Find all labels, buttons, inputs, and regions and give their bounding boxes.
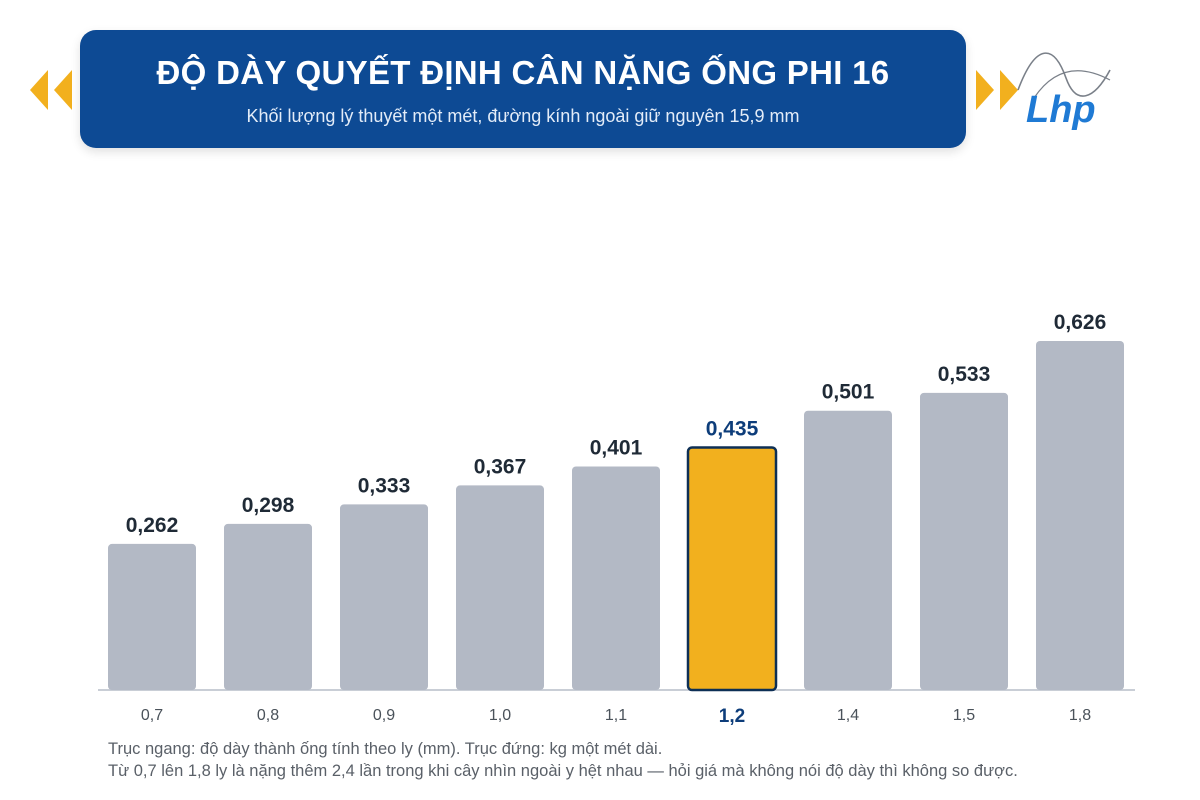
x-tick-label: 1,4 [837,707,859,724]
bar-1-5 [920,392,1008,690]
x-tick-label: 1,8 [1069,707,1091,724]
bar-1-8 [1036,341,1124,690]
chart-notes: Trục ngang: độ dày thành ống tính theo l… [108,738,1188,782]
value-label: 0,262 [126,514,179,537]
value-label: 0,298 [242,494,295,517]
bar-0-7 [108,543,196,690]
x-tick-label: 1,2 [719,706,745,727]
value-label: 0,333 [358,474,411,497]
value-label: 0,501 [822,381,875,404]
lhp-logo-icon: Lhp [1014,50,1114,131]
bar-1-4 [804,410,892,690]
value-label: 0,626 [1054,311,1107,334]
bar-0-8 [224,523,312,690]
bars-group [108,341,1124,692]
chart-subtitle: Khối lượng lý thuyết một mét, đường kính… [246,106,800,126]
bar-0-9 [340,504,428,690]
x-tick-label: 0,7 [141,707,163,724]
x-tick-label: 1,1 [605,707,627,724]
x-tick-label: 1,0 [489,707,511,724]
left-arrows-icon [28,70,76,110]
x-tick-label: 0,9 [373,707,395,724]
bar-1-2 [686,446,778,692]
axis-note: Trục ngang: độ dày thành ống tính theo l… [108,740,663,758]
value-label: 0,367 [474,455,527,478]
logo-text: Lhp [1026,89,1096,130]
value-label: 0,533 [938,363,991,386]
value-label: 0,401 [590,436,643,459]
header-banner: ĐỘ DÀY QUYẾT ĐỊNH CÂN NẶNG ỐNG PHI 16 Kh… [80,30,966,148]
x-tick-label: 1,5 [953,707,975,724]
insight-note: Từ 0,7 lên 1,8 ly là nặng thêm 2,4 lần t… [108,762,1018,780]
right-arrows-icon [972,70,1020,110]
labels-group: 0,262 0,7 0,298 0,8 0,333 0,9 0,367 1,0 0,401 1,1… [126,311,1107,727]
chart-title: ĐỘ DÀY QUYẾT ĐỊNH CÂN NẶNG ỐNG PHI 16 [156,54,890,91]
bar-1-1 [572,466,660,690]
bar-1-0 [456,485,544,690]
x-tick-label: 0,8 [257,707,279,724]
value-label: 0,435 [706,417,759,440]
